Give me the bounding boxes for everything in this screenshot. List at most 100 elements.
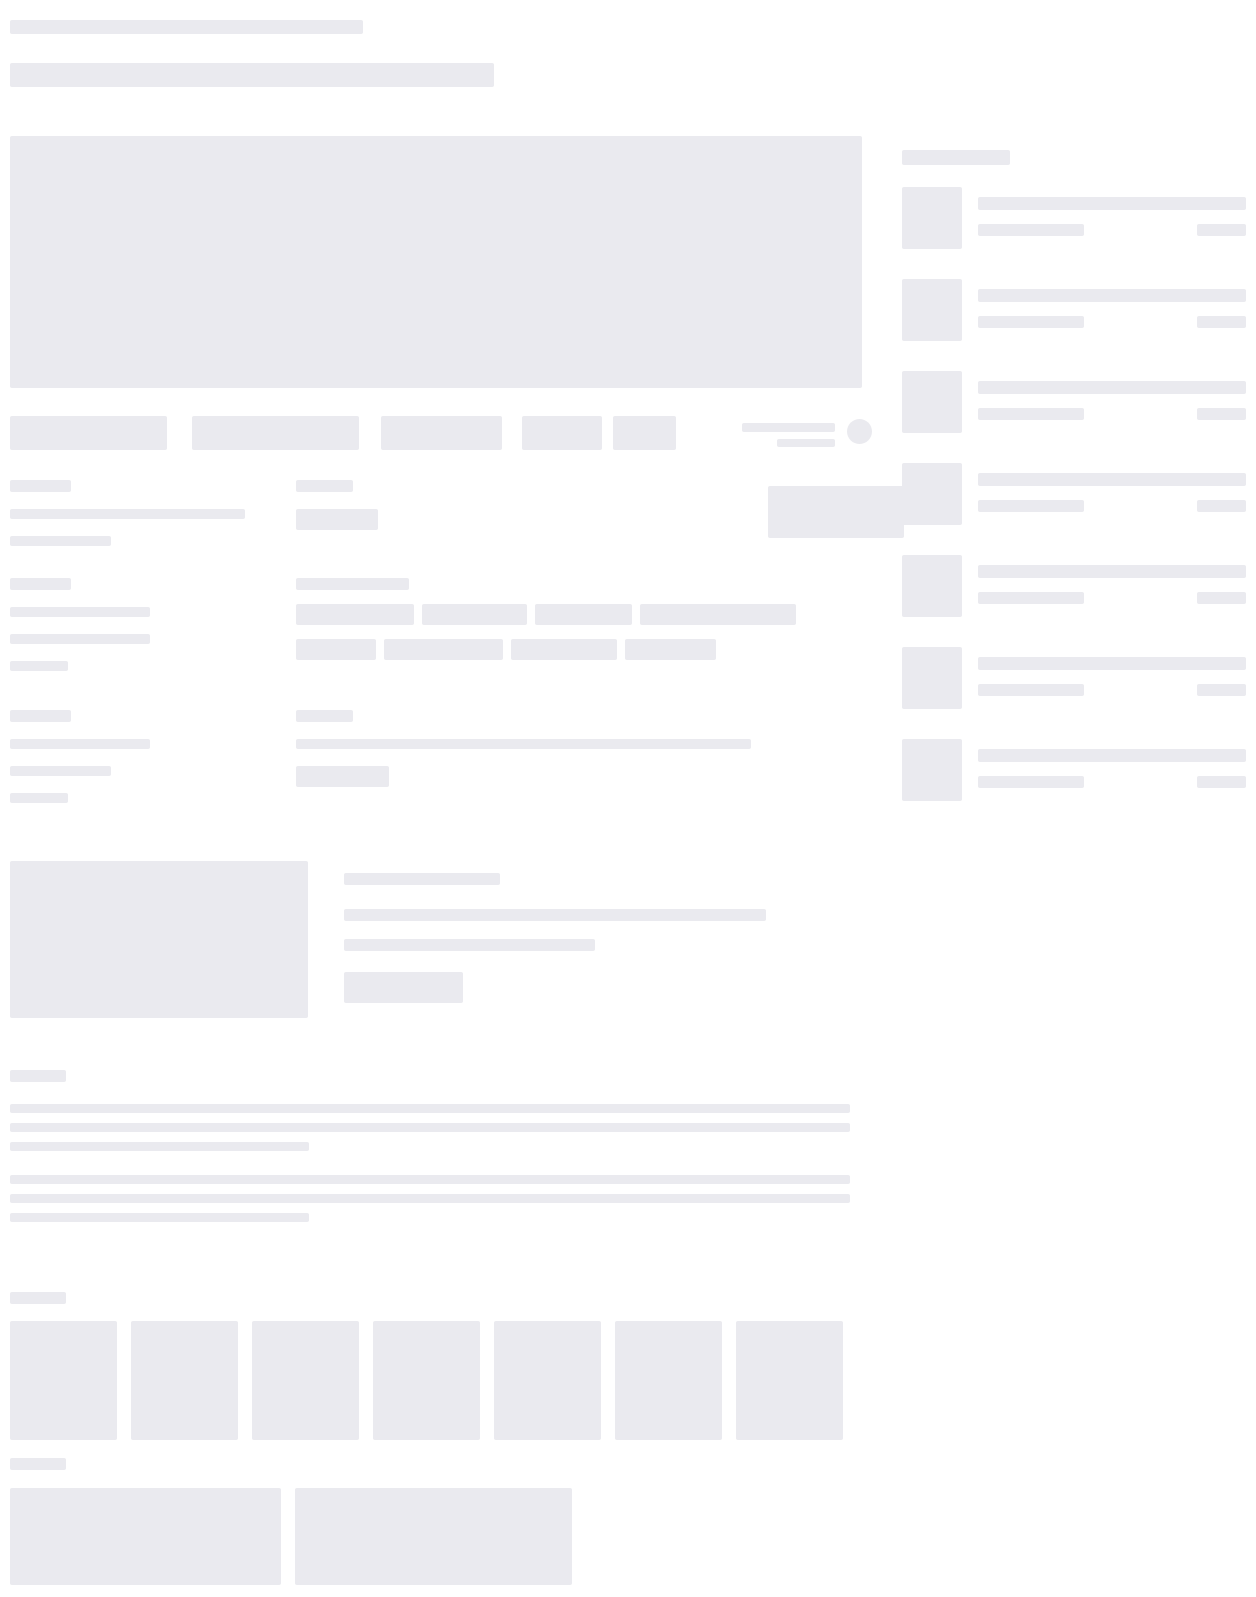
text-line <box>10 1213 309 1222</box>
list-item-meta-left <box>978 776 1084 788</box>
list-item-body <box>978 739 1246 788</box>
card[interactable] <box>10 1321 117 1440</box>
detail-row <box>10 710 862 820</box>
list-item[interactable] <box>902 463 1246 533</box>
detail-value <box>10 634 150 644</box>
list-item-meta-right <box>1197 408 1246 420</box>
list-item-title <box>978 381 1246 394</box>
card[interactable] <box>615 1321 722 1440</box>
section-label <box>10 1292 66 1304</box>
card[interactable] <box>252 1321 359 1440</box>
list-item-body <box>978 647 1246 696</box>
list-item[interactable] <box>902 739 1246 809</box>
card[interactable] <box>736 1321 843 1440</box>
list-item-meta-left <box>978 592 1084 604</box>
list-item-meta <box>978 224 1246 236</box>
media-body <box>344 861 862 1003</box>
media-cta-button[interactable] <box>344 972 463 1003</box>
chip[interactable] <box>296 604 414 625</box>
list-item-thumbnail <box>902 739 962 801</box>
list-item-meta-right <box>1197 684 1246 696</box>
detail-column-left <box>10 578 290 671</box>
chip-row <box>296 639 856 660</box>
list-item-title <box>978 197 1246 210</box>
chip[interactable] <box>511 639 617 660</box>
panel[interactable] <box>295 1488 572 1585</box>
detail-label <box>10 578 71 590</box>
user-name <box>742 423 835 432</box>
list-item-meta-right <box>1197 592 1246 604</box>
list-item-thumbnail <box>902 279 962 341</box>
user-menu[interactable] <box>732 416 872 450</box>
avatar[interactable] <box>847 419 872 444</box>
text-section <box>10 1070 850 1222</box>
page-title <box>10 63 494 87</box>
list-item-meta-left <box>978 224 1084 236</box>
media-section <box>10 861 862 1018</box>
list-item[interactable] <box>902 279 1246 349</box>
card[interactable] <box>494 1321 601 1440</box>
list-item-body <box>978 371 1246 420</box>
chip[interactable] <box>535 604 632 625</box>
toolbar-button-secondary[interactable] <box>192 416 359 450</box>
detail-column-right <box>296 578 856 660</box>
detail-label <box>296 480 353 492</box>
detail-field[interactable] <box>296 509 378 530</box>
detail-value <box>10 607 150 617</box>
breadcrumb[interactable] <box>10 20 363 34</box>
paragraph <box>10 1104 850 1151</box>
chip-row <box>296 604 856 625</box>
detail-column-left <box>10 480 290 546</box>
list-item-meta-left <box>978 408 1084 420</box>
text-line <box>10 1123 850 1132</box>
list-item-thumbnail <box>902 555 962 617</box>
text-line <box>10 1194 850 1203</box>
media-description-line <box>344 939 595 951</box>
list-item-title <box>978 289 1246 302</box>
list-item-body <box>978 555 1246 604</box>
list-item-meta <box>978 592 1246 604</box>
list-item-title <box>978 473 1246 486</box>
list-item[interactable] <box>902 187 1246 257</box>
list-item-meta-right <box>1197 500 1246 512</box>
detail-value <box>10 793 68 803</box>
section-label <box>10 1458 66 1470</box>
list-item[interactable] <box>902 555 1246 625</box>
list-item-thumbnail <box>902 647 962 709</box>
panel-list <box>10 1488 850 1585</box>
text-line <box>10 1175 850 1184</box>
chip[interactable] <box>625 639 716 660</box>
detail-field[interactable] <box>296 766 389 787</box>
list-item-meta-left <box>978 684 1084 696</box>
toolbar-button-primary[interactable] <box>10 416 167 450</box>
list-item[interactable] <box>902 647 1246 717</box>
detail-label <box>10 480 71 492</box>
card[interactable] <box>131 1321 238 1440</box>
list-item-meta <box>978 316 1246 328</box>
detail-value <box>296 739 751 749</box>
paragraph <box>10 1175 850 1222</box>
media-title <box>344 873 500 885</box>
detail-label <box>296 578 409 590</box>
detail-value <box>10 661 68 671</box>
chip[interactable] <box>296 639 376 660</box>
list-item-meta <box>978 684 1246 696</box>
detail-column-right <box>296 480 904 538</box>
list-item[interactable] <box>902 371 1246 441</box>
detail-row <box>10 578 862 710</box>
list-item-body <box>978 187 1246 236</box>
text-line <box>10 1142 309 1151</box>
card[interactable] <box>373 1321 480 1440</box>
user-subtitle <box>777 439 835 447</box>
toolbar-button-quinary[interactable] <box>613 416 676 450</box>
chip[interactable] <box>640 604 796 625</box>
toolbar-button-tertiary[interactable] <box>381 416 502 450</box>
list-item-thumbnail <box>902 187 962 249</box>
chip[interactable] <box>422 604 527 625</box>
panel[interactable] <box>10 1488 281 1585</box>
detail-thumbnail <box>768 486 904 538</box>
chip[interactable] <box>384 639 503 660</box>
bottom-section <box>10 1458 850 1585</box>
toolbar-button-quaternary[interactable] <box>522 416 602 450</box>
detail-column-left <box>10 710 290 803</box>
